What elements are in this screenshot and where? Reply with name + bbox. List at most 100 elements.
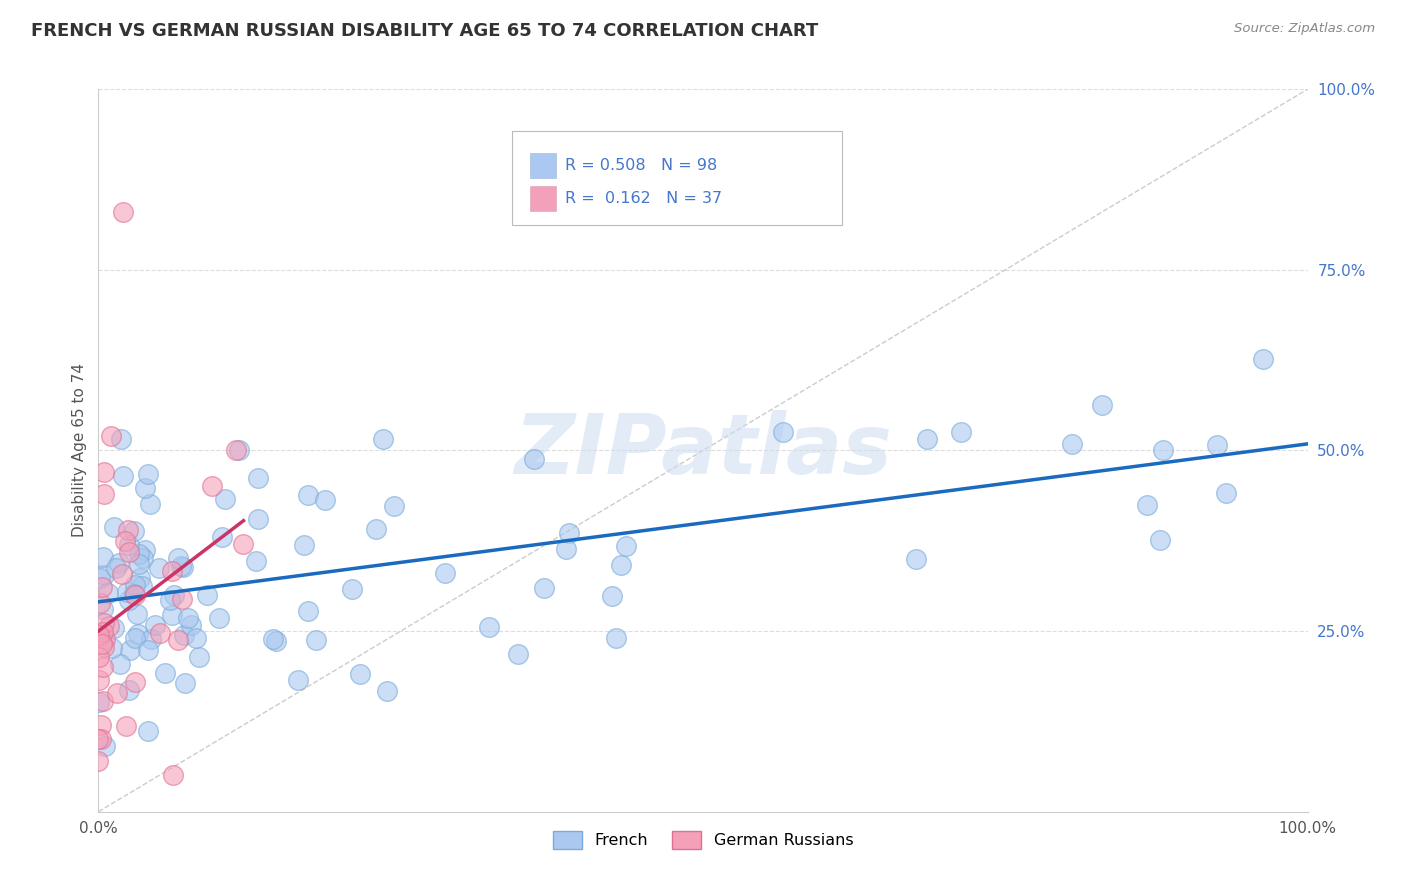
Point: [163, 588, 186, 602]
Text: R =  0.162   N = 37: R = 0.162 N = 37: [565, 191, 723, 205]
Point: [162, 768, 184, 782]
Point: [225, 442, 247, 457]
Point: [349, 667, 371, 681]
Point: [159, 593, 181, 607]
Point: [91, 694, 114, 708]
Point: [129, 571, 152, 585]
Point: [201, 479, 224, 493]
Point: [120, 642, 142, 657]
Point: [127, 627, 149, 641]
Point: [605, 631, 627, 645]
Point: [93, 465, 115, 479]
Point: [245, 554, 267, 568]
Point: [104, 561, 127, 575]
Point: [266, 634, 288, 648]
Point: [100, 429, 122, 443]
Point: [143, 618, 166, 632]
Point: [132, 551, 155, 566]
Point: [162, 564, 184, 578]
Point: [305, 632, 328, 647]
Text: Source: ZipAtlas.com: Source: ZipAtlas.com: [1234, 22, 1375, 36]
Point: [172, 592, 194, 607]
Point: [91, 660, 114, 674]
Point: [93, 487, 115, 501]
Text: FRENCH VS GERMAN RUSSIAN DISABILITY AGE 65 TO 74 CORRELATION CHART: FRENCH VS GERMAN RUSSIAN DISABILITY AGE …: [31, 22, 818, 40]
Legend: French, German Russians: French, German Russians: [547, 824, 859, 855]
Point: [87, 628, 110, 642]
Point: [167, 632, 190, 647]
Point: [177, 611, 200, 625]
Point: [100, 641, 122, 656]
Point: [364, 522, 387, 536]
Point: [111, 205, 134, 219]
Point: [91, 625, 114, 640]
Point: [89, 572, 111, 586]
Point: [114, 719, 136, 733]
Point: [136, 467, 159, 482]
Point: [136, 642, 159, 657]
Point: [173, 675, 195, 690]
Point: [94, 739, 117, 753]
Point: [208, 611, 231, 625]
Point: [297, 488, 319, 502]
Point: [600, 589, 623, 603]
Point: [160, 608, 183, 623]
Point: [371, 432, 394, 446]
Point: [105, 686, 128, 700]
Point: [247, 511, 270, 525]
Point: [228, 442, 250, 457]
Point: [506, 648, 529, 662]
Point: [118, 545, 141, 559]
Point: [195, 588, 218, 602]
Point: [155, 666, 177, 681]
Point: [173, 628, 195, 642]
Point: [94, 632, 117, 646]
Point: [89, 673, 111, 687]
Point: [90, 718, 112, 732]
Point: [136, 723, 159, 738]
Point: [103, 621, 125, 635]
Point: [108, 657, 131, 671]
Point: [1136, 498, 1159, 512]
Point: [905, 551, 928, 566]
Point: [1152, 443, 1174, 458]
Point: [1206, 438, 1229, 452]
Point: [292, 538, 315, 552]
Point: [166, 550, 188, 565]
Point: [1215, 486, 1237, 500]
Point: [214, 492, 236, 507]
Point: [375, 684, 398, 698]
Point: [134, 542, 156, 557]
Point: [188, 650, 211, 665]
Point: [124, 588, 146, 602]
Point: [148, 561, 170, 575]
Point: [131, 579, 153, 593]
Point: [478, 620, 501, 634]
Point: [87, 754, 110, 768]
Point: [111, 567, 134, 582]
Point: [122, 587, 145, 601]
Point: [93, 549, 115, 564]
Point: [262, 632, 284, 646]
Point: [558, 526, 581, 541]
Point: [125, 607, 148, 621]
Point: [87, 732, 110, 747]
Point: [118, 538, 141, 552]
Point: [87, 650, 110, 665]
Point: [91, 602, 114, 616]
Point: [89, 596, 111, 610]
Point: [434, 566, 457, 580]
Point: [184, 631, 207, 645]
Point: [246, 471, 269, 485]
Point: [93, 568, 115, 582]
Point: [297, 604, 319, 618]
Point: [533, 581, 555, 595]
Point: [110, 432, 132, 446]
Point: [124, 578, 146, 592]
Point: [382, 499, 405, 513]
Point: [90, 637, 112, 651]
Point: [128, 558, 150, 572]
Point: [118, 683, 141, 698]
Point: [950, 425, 973, 440]
Point: [149, 626, 172, 640]
